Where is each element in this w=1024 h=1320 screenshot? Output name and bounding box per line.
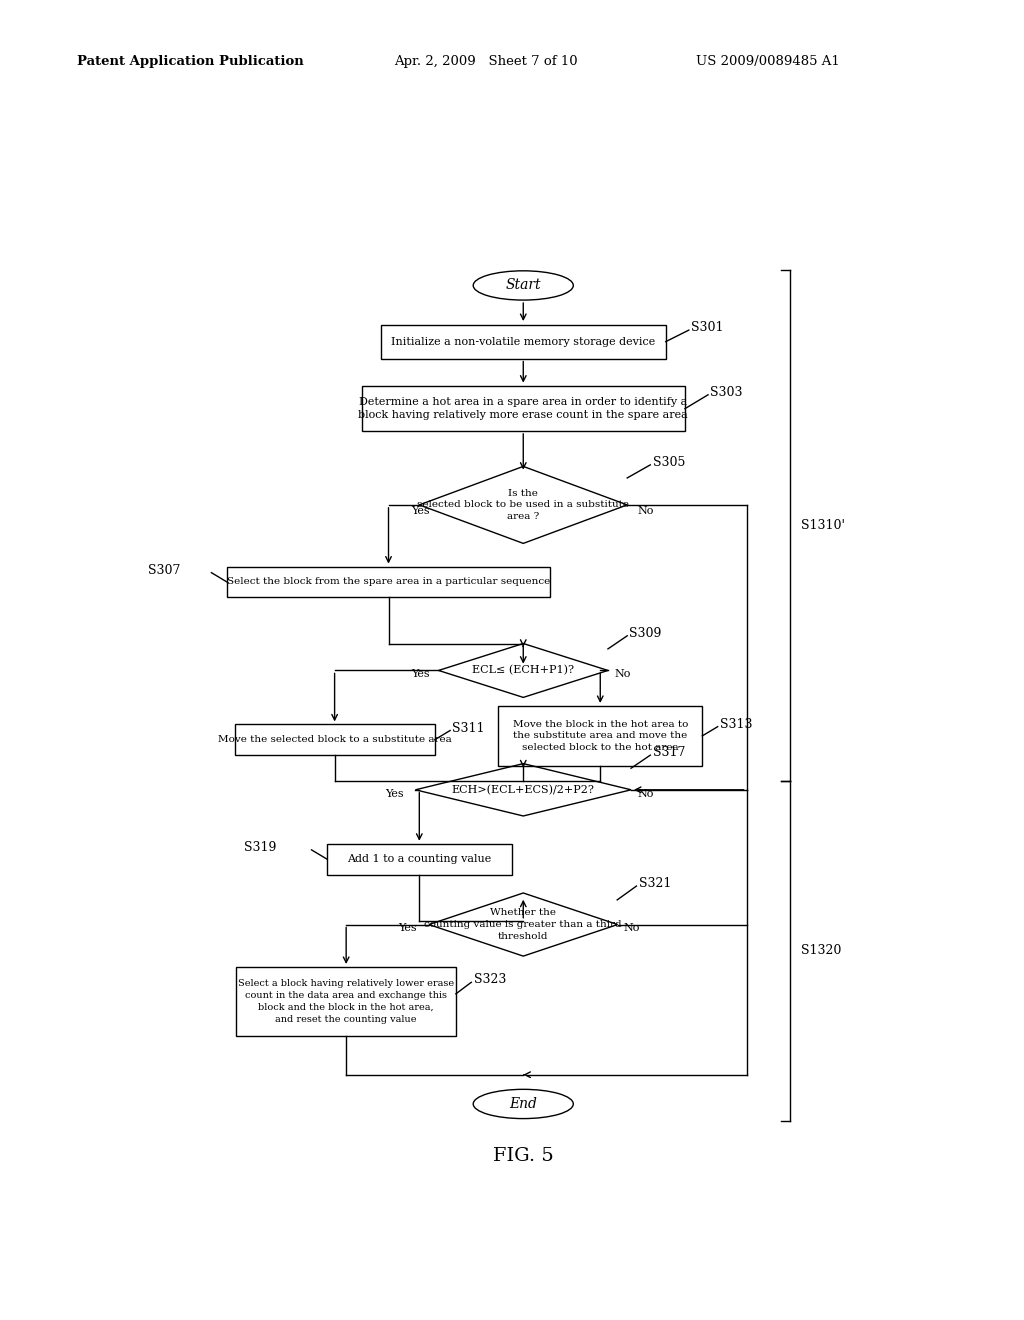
Text: ECH>(ECL+ECS)/2+P2?: ECH>(ECL+ECS)/2+P2? (452, 784, 595, 795)
Text: Move the selected block to a substitute area: Move the selected block to a substitute … (218, 735, 452, 744)
Text: S303: S303 (711, 385, 742, 399)
Text: S1320: S1320 (801, 944, 842, 957)
Text: No: No (614, 669, 631, 680)
Text: Whether the
counting value is greater than a third
threshold: Whether the counting value is greater th… (424, 908, 622, 941)
Text: S321: S321 (639, 878, 671, 890)
Text: S323: S323 (473, 973, 506, 986)
Text: No: No (624, 924, 640, 933)
Text: S307: S307 (148, 564, 180, 577)
Text: S313: S313 (720, 718, 753, 731)
Text: Apr. 2, 2009   Sheet 7 of 10: Apr. 2, 2009 Sheet 7 of 10 (394, 55, 578, 69)
Text: Is the
selected block to be used in a substitute
area ?: Is the selected block to be used in a su… (417, 488, 630, 521)
Text: Move the block in the hot area to
the substitute area and move the
selected bloc: Move the block in the hot area to the su… (513, 719, 688, 752)
Text: Patent Application Publication: Patent Application Publication (77, 55, 303, 69)
Text: Initialize a non-volatile memory storage device: Initialize a non-volatile memory storage… (391, 337, 655, 347)
Bar (361, 387, 685, 430)
Text: S301: S301 (691, 321, 724, 334)
Text: Yes: Yes (398, 924, 417, 933)
Text: S309: S309 (629, 627, 662, 640)
Text: Yes: Yes (385, 788, 403, 799)
Text: S311: S311 (453, 722, 485, 735)
Text: Select a block having relatively lower erase
count in the data area and exchange: Select a block having relatively lower e… (239, 979, 455, 1024)
Bar (237, 966, 456, 1036)
Bar (234, 725, 435, 755)
Bar (499, 706, 702, 766)
Text: Start: Start (506, 279, 541, 293)
Text: Select the block from the spare area in a particular sequence: Select the block from the spare area in … (227, 577, 550, 586)
Text: S317: S317 (652, 746, 685, 759)
Text: S1310': S1310' (801, 519, 845, 532)
Text: S319: S319 (245, 841, 276, 854)
Text: Yes: Yes (412, 506, 430, 516)
Text: US 2009/0089485 A1: US 2009/0089485 A1 (696, 55, 840, 69)
Text: ECL≤ (ECH+P1)?: ECL≤ (ECH+P1)? (472, 665, 574, 676)
Bar (381, 325, 666, 359)
Bar (327, 843, 512, 875)
Bar (226, 566, 550, 598)
Text: No: No (637, 788, 653, 799)
Text: End: End (509, 1097, 538, 1111)
Text: S305: S305 (652, 455, 685, 469)
Text: Determine a hot area in a spare area in order to identify a
block having relativ: Determine a hot area in a spare area in … (358, 397, 688, 420)
Text: Add 1 to a counting value: Add 1 to a counting value (347, 854, 492, 865)
Text: FIG. 5: FIG. 5 (493, 1147, 554, 1164)
Text: No: No (637, 506, 653, 516)
Text: Yes: Yes (412, 669, 430, 680)
